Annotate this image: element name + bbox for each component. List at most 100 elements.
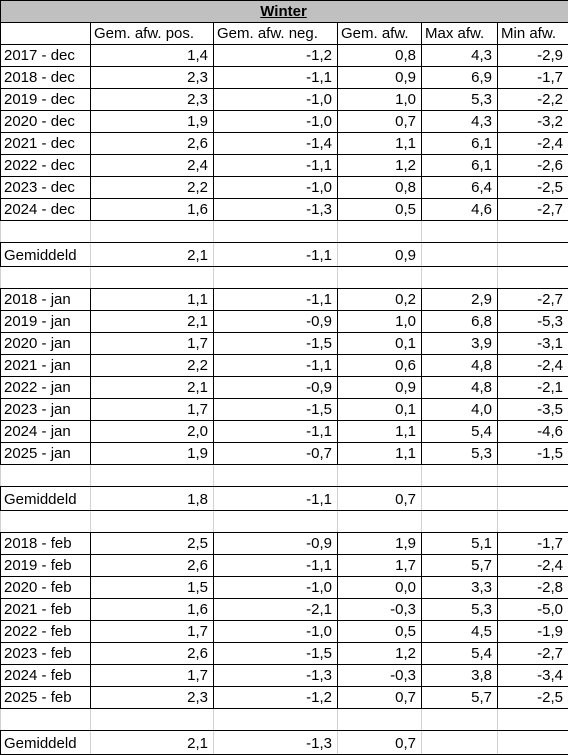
- value-cell: 1,8: [91, 487, 214, 511]
- value-cell: -3,1: [498, 333, 568, 355]
- value-cell: -2,6: [498, 155, 568, 177]
- value-cell: [214, 465, 338, 487]
- value-cell: -1,1: [214, 421, 338, 443]
- value-cell: 4,6: [422, 199, 498, 221]
- value-cell: 1,1: [91, 289, 214, 311]
- value-cell: -1,1: [214, 155, 338, 177]
- value-cell: 0,9: [338, 67, 422, 89]
- row-label-cell: [1, 511, 91, 533]
- value-cell: -1,4: [214, 133, 338, 155]
- row-label-cell: 2022 - jan: [1, 377, 91, 399]
- value-cell: -5,3: [498, 311, 568, 333]
- row-label-cell: 2018 - feb: [1, 533, 91, 555]
- value-cell: 2,9: [422, 289, 498, 311]
- value-cell: 0,1: [338, 333, 422, 355]
- value-cell: 0,2: [338, 289, 422, 311]
- spacer-row: [1, 267, 568, 289]
- value-cell: 5,3: [422, 443, 498, 465]
- value-cell: 1,6: [91, 199, 214, 221]
- header-cell-max: Max afw.: [422, 23, 498, 45]
- value-cell: -1,1: [214, 67, 338, 89]
- value-cell: 1,0: [338, 311, 422, 333]
- row-label-cell: 2018 - dec: [1, 67, 91, 89]
- value-cell: -2,5: [498, 177, 568, 199]
- value-cell: 1,0: [338, 89, 422, 111]
- row-label-cell: Gemiddeld: [1, 243, 91, 267]
- value-cell: 6,1: [422, 133, 498, 155]
- value-cell: 1,2: [338, 643, 422, 665]
- value-cell: 0,9: [338, 243, 422, 267]
- value-cell: 6,9: [422, 67, 498, 89]
- value-cell: -2,5: [498, 687, 568, 709]
- value-cell: 6,4: [422, 177, 498, 199]
- value-cell: -2,8: [498, 577, 568, 599]
- value-cell: [91, 221, 214, 243]
- value-cell: 3,3: [422, 577, 498, 599]
- value-cell: 0,6: [338, 355, 422, 377]
- value-cell: [422, 221, 498, 243]
- value-cell: -1,0: [214, 177, 338, 199]
- value-cell: [214, 511, 338, 533]
- value-cell: -1,5: [214, 333, 338, 355]
- value-cell: [422, 731, 498, 755]
- header-cell-avg-pos: Gem. afw. pos.: [91, 23, 214, 45]
- value-cell: 0,7: [338, 687, 422, 709]
- value-cell: -1,3: [214, 731, 338, 755]
- row-label-cell: 2020 - jan: [1, 333, 91, 355]
- value-cell: [214, 221, 338, 243]
- value-cell: 5,3: [422, 599, 498, 621]
- row-label-cell: 2020 - feb: [1, 577, 91, 599]
- value-cell: [338, 465, 422, 487]
- value-cell: -0,7: [214, 443, 338, 465]
- value-cell: 6,1: [422, 155, 498, 177]
- spacer-row: [1, 709, 568, 731]
- value-cell: 1,6: [91, 599, 214, 621]
- value-cell: -3,5: [498, 399, 568, 421]
- value-cell: [498, 487, 568, 511]
- value-cell: 1,7: [91, 621, 214, 643]
- value-cell: [338, 511, 422, 533]
- row-label-cell: [1, 709, 91, 731]
- value-cell: 2,1: [91, 311, 214, 333]
- value-cell: -1,9: [498, 621, 568, 643]
- header-cell-period: [1, 23, 91, 45]
- spacer-row: [1, 465, 568, 487]
- value-cell: 1,1: [338, 421, 422, 443]
- value-cell: -2,4: [498, 555, 568, 577]
- value-cell: -1,0: [214, 89, 338, 111]
- value-cell: -2,7: [498, 289, 568, 311]
- row-label-cell: 2024 - dec: [1, 199, 91, 221]
- value-cell: 2,3: [91, 89, 214, 111]
- row-label-cell: [1, 267, 91, 289]
- value-cell: -2,2: [498, 89, 568, 111]
- value-cell: -1,0: [214, 111, 338, 133]
- value-cell: -2,7: [498, 199, 568, 221]
- value-cell: 1,4: [91, 45, 214, 67]
- value-cell: [498, 511, 568, 533]
- value-cell: 4,5: [422, 621, 498, 643]
- row-label-cell: 2021 - jan: [1, 355, 91, 377]
- value-cell: 1,1: [338, 133, 422, 155]
- value-cell: 2,6: [91, 133, 214, 155]
- value-cell: 0,7: [338, 487, 422, 511]
- value-cell: 5,7: [422, 555, 498, 577]
- value-cell: [214, 709, 338, 731]
- value-cell: -3,4: [498, 665, 568, 687]
- row-label-cell: 2018 - jan: [1, 289, 91, 311]
- value-cell: 1,7: [338, 555, 422, 577]
- value-cell: -1,2: [214, 687, 338, 709]
- value-cell: -1,1: [214, 243, 338, 267]
- value-cell: -0,9: [214, 377, 338, 399]
